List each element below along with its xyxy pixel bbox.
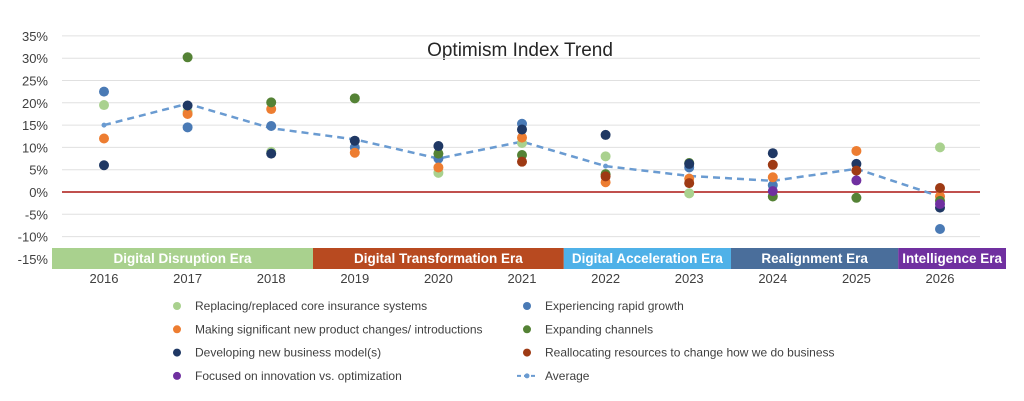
data-point	[349, 93, 360, 104]
data-point	[935, 224, 945, 235]
y-tick-label: 5%	[29, 163, 48, 178]
y-tick-label: 10%	[22, 140, 48, 155]
data-point	[767, 172, 778, 183]
average-point	[603, 163, 609, 169]
data-point	[767, 186, 778, 197]
x-tick-label: 2022	[591, 271, 620, 286]
data-point	[935, 199, 945, 210]
data-point	[684, 178, 695, 189]
era-label: Realignment Era	[761, 251, 868, 266]
x-tick-label: 2025	[842, 271, 871, 286]
data-point	[99, 133, 109, 144]
x-tick-label: 2026	[926, 271, 955, 286]
legend-label: Average	[545, 369, 590, 383]
chart-title: Optimism Index Trend	[427, 40, 613, 61]
legend-label: Developing new business model(s)	[195, 346, 381, 360]
data-point	[517, 124, 527, 135]
era-band	[313, 248, 564, 269]
era-label: Intelligence Era	[902, 251, 1002, 266]
era-label: Digital Transformation Era	[354, 251, 523, 266]
data-point	[266, 97, 277, 108]
data-point	[517, 156, 527, 167]
legend-label: Making significant new product changes/ …	[195, 322, 483, 336]
y-tick-label: 35%	[22, 29, 48, 44]
data-point	[182, 52, 193, 63]
data-point	[99, 86, 109, 97]
data-point	[182, 108, 193, 119]
legend-marker	[523, 325, 531, 334]
y-tick-label: 25%	[22, 74, 48, 89]
data-point	[182, 122, 193, 133]
y-tick-label: -5%	[25, 207, 49, 222]
x-tick-label: 2018	[257, 271, 286, 286]
data-point	[935, 182, 945, 193]
data-point	[99, 160, 109, 171]
legend-marker	[523, 348, 531, 357]
era-label: Digital Disruption Era	[113, 251, 252, 266]
era-band	[898, 248, 1006, 269]
legend-label: Experiencing rapid growth	[545, 299, 684, 313]
era-band	[563, 248, 731, 269]
legend-label: Focused on innovation vs. optimization	[195, 369, 402, 383]
data-point	[600, 129, 611, 140]
data-point	[433, 162, 444, 173]
data-point	[767, 159, 778, 170]
x-tick-label: 2017	[173, 271, 202, 286]
average-point	[101, 122, 107, 128]
data-point	[684, 188, 695, 199]
y-tick-label: 20%	[22, 96, 48, 111]
average-line	[103, 102, 941, 198]
x-tick-label: 2016	[90, 271, 119, 286]
legend-marker	[524, 373, 530, 379]
x-tick-label: 2024	[758, 271, 787, 286]
data-point	[851, 175, 862, 186]
x-tick-label: 2020	[424, 271, 453, 286]
data-point	[517, 132, 527, 143]
legend-marker	[173, 371, 181, 380]
y-tick-label: 0%	[29, 185, 48, 200]
data-point	[600, 171, 611, 182]
legend-marker	[173, 325, 181, 334]
x-tick-label: 2019	[340, 271, 369, 286]
legend-marker	[173, 302, 181, 310]
x-tick-label: 2023	[675, 271, 704, 286]
data-point	[851, 145, 862, 156]
data-point	[99, 100, 109, 111]
y-tick-label: 30%	[22, 51, 48, 66]
data-point	[600, 151, 611, 162]
legend-marker	[173, 348, 181, 357]
data-point	[266, 120, 277, 131]
x-tick-label: 2021	[508, 271, 537, 286]
data-point	[433, 148, 444, 159]
y-tick-label: -10%	[18, 230, 49, 245]
legend-label: Reallocating resources to change how we …	[545, 346, 835, 360]
data-point	[851, 192, 862, 203]
legend-label: Replacing/replaced core insurance system…	[195, 299, 427, 313]
data-point	[767, 148, 778, 159]
data-point	[182, 100, 193, 111]
era-label: Digital Acceleration Era	[572, 251, 724, 266]
legend-label: Expanding channels	[545, 322, 653, 336]
legend-marker	[523, 302, 531, 310]
data-point	[851, 165, 862, 176]
y-tick-label: -15%	[18, 252, 49, 267]
data-point	[266, 148, 277, 159]
data-point	[684, 158, 695, 169]
data-point	[349, 147, 360, 158]
data-point	[935, 142, 945, 153]
era-band	[731, 248, 899, 269]
data-point	[433, 141, 444, 152]
data-point	[349, 135, 360, 146]
era-band	[52, 248, 313, 269]
y-tick-label: 15%	[22, 118, 48, 133]
